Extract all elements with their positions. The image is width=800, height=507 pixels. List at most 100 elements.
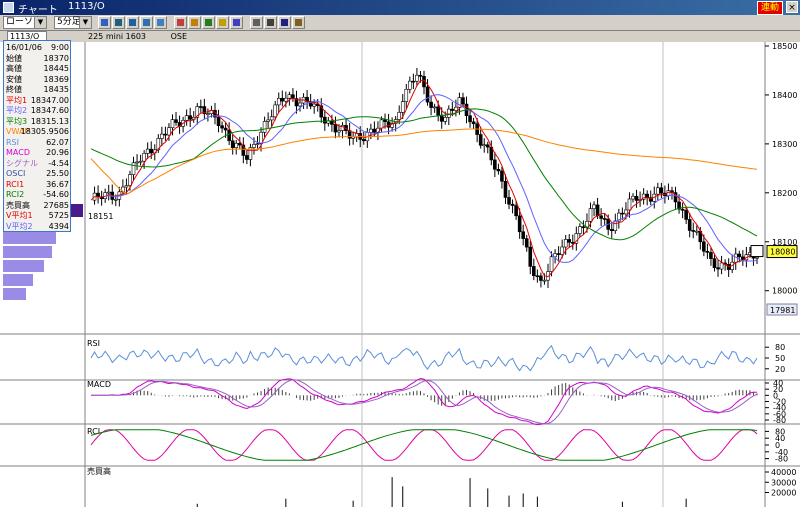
zoom-icon[interactable] (216, 16, 229, 29)
candle-body (135, 161, 139, 164)
candle-body (478, 134, 483, 146)
info-row: 始値 18370 (6, 54, 69, 64)
candle-body (549, 256, 554, 272)
settings-icon[interactable] (292, 16, 305, 29)
print-icon[interactable] (264, 16, 277, 29)
rci2-line (90, 429, 758, 461)
rci-label: RCI (87, 427, 100, 436)
candle-body (411, 80, 416, 83)
candle-body (493, 159, 497, 170)
rsi-tick-label: 20 (775, 365, 785, 374)
table4-icon[interactable] (154, 16, 167, 29)
candle-body (386, 121, 391, 128)
candle-body (163, 133, 168, 136)
table-icon[interactable] (112, 16, 125, 29)
live-link-button[interactable]: 連動 (756, 1, 783, 15)
interval-select[interactable]: 5分足 ▼ (54, 16, 92, 29)
candle-body (432, 106, 437, 109)
candle-body (227, 129, 231, 142)
candle-body (284, 97, 288, 102)
info-value: 18315.13 (30, 116, 69, 126)
candle-body (361, 139, 366, 142)
chevron-down-icon[interactable]: ▼ (34, 17, 46, 28)
candle-body (383, 119, 387, 123)
candle-body (617, 212, 621, 222)
candle-body (567, 239, 572, 243)
info-value: 20.96 (46, 148, 69, 157)
pen-icon[interactable] (230, 16, 243, 29)
line-tool-icon[interactable] (174, 16, 187, 29)
candle-body (446, 108, 451, 118)
macd-tick-label: -20 (773, 398, 786, 407)
candle-body (563, 239, 568, 248)
compare-icon[interactable] (202, 16, 215, 29)
candle-body (631, 195, 635, 200)
chart-type-select[interactable]: ローソク ▼ (3, 16, 47, 29)
info-row: RSI 62.07 (6, 138, 69, 148)
candle-body (673, 192, 678, 203)
price-tick-label: 18200 (772, 189, 797, 198)
table2-icon[interactable] (126, 16, 139, 29)
chart-area[interactable]: 18500 18400 18300 18200 18100 18000 18080 17981… (0, 42, 800, 507)
copy-icon[interactable] (250, 16, 263, 29)
candle-body (372, 128, 377, 133)
help-icon[interactable] (278, 16, 291, 29)
candle-body (553, 253, 557, 258)
volume-profile-bar (3, 288, 26, 300)
current-price-box (766, 245, 798, 259)
contract-header: 225 mini 1603 OSE (88, 32, 209, 41)
info-value: 25.50 (46, 169, 69, 178)
candle-body (507, 197, 511, 205)
app-icon (3, 2, 14, 13)
candle-body (337, 130, 341, 133)
candle-body (184, 115, 189, 121)
candle-body (436, 106, 440, 116)
table-glyph (115, 19, 122, 26)
price-tick-label: 18300 (772, 140, 797, 149)
candle-body (202, 106, 207, 115)
info-label: MACD (6, 148, 30, 157)
rci-tick-label: -40 (775, 448, 788, 457)
chevron-down-icon[interactable]: ▼ (79, 17, 91, 28)
candle-body (400, 101, 405, 113)
info-row: RCI1 36.67 (6, 180, 69, 190)
info-row: 売買高 27685 (6, 201, 69, 211)
candle-body (131, 162, 136, 175)
info-row: 高値 18445 (6, 64, 69, 74)
price-tick-label: 18500 (772, 42, 797, 51)
candle-body (627, 198, 632, 211)
candle-body (578, 226, 582, 234)
close-button[interactable]: × (786, 1, 798, 13)
info-label: 売買高 (6, 200, 30, 210)
candle-body (656, 187, 660, 195)
candle-body (468, 115, 472, 123)
bar-chart-icon[interactable] (98, 16, 111, 29)
volume-tick-label: 20000 (771, 489, 796, 498)
info-row: 安値 18369 (6, 75, 69, 85)
info-value: 18347.60 (30, 106, 69, 115)
info-label: 16/01/06 (6, 43, 42, 52)
info-row: 平均3 18315.13 (6, 117, 69, 127)
candle-body (705, 250, 710, 253)
candle-body (539, 275, 543, 281)
table3-icon[interactable] (140, 16, 153, 29)
info-row: RCI2 -54.60 (6, 190, 69, 200)
candle-body (241, 144, 246, 156)
rci-tick-label: 80 (775, 427, 785, 436)
info-row: OSCI 25.50 (6, 169, 69, 179)
price-tick-label: 18100 (772, 238, 797, 247)
candle-body (167, 127, 171, 136)
volume-profile-bar (3, 274, 33, 286)
candle-body (461, 97, 465, 105)
candle-body (418, 74, 423, 77)
fibonacci-icon[interactable] (188, 16, 201, 29)
info-label: RSI (6, 137, 19, 147)
candle-body (503, 181, 508, 198)
candle-body (234, 142, 239, 148)
candle-body (269, 116, 274, 121)
candle-body (496, 168, 501, 172)
zoom-glyph (219, 19, 226, 26)
volume-tick-label: 40000 (771, 468, 796, 477)
interval-value: 5分足 (57, 17, 81, 27)
info-label: シグナル (6, 158, 38, 168)
